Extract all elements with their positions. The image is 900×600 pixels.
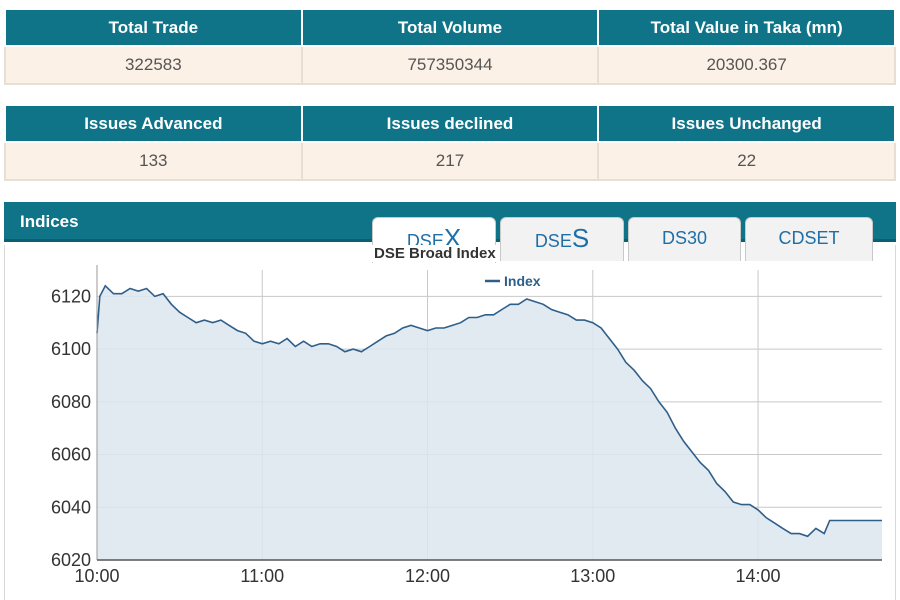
- index-chart-svg: 6020 6040 6060 6080 6100 6120 10:00 11:00 12:00 1…: [51, 265, 882, 586]
- y-tick-label: 6080: [51, 392, 91, 412]
- index-area: [97, 285, 882, 560]
- total-trade-value: 322583: [4, 45, 303, 85]
- y-tick-label: 6120: [51, 286, 91, 306]
- y-tick-label: 6060: [51, 445, 91, 465]
- issues-advanced-header: Issues Advanced: [4, 104, 303, 143]
- index-line: [96, 284, 882, 538]
- x-tick-label: 12:00: [405, 566, 450, 586]
- y-tick-label: 6020: [51, 550, 91, 570]
- y-tick-label: 6100: [51, 339, 91, 359]
- issues-unchanged-header: Issues Unchanged: [597, 104, 896, 143]
- x-tick-label: 10:00: [74, 566, 119, 586]
- issues-declined-value: 217: [300, 141, 600, 181]
- tab-dses-prefix: DSE: [534, 231, 572, 251]
- legend-label: Index: [504, 273, 541, 289]
- total-volume-header: Total Volume: [300, 8, 600, 47]
- issues-summary-table: Issues Advanced Issues declined Issues U…: [4, 104, 896, 181]
- index-chart: 6020 6040 6060 6080 6100 6120 10:00 11:00 12:00 1…: [4, 245, 896, 600]
- tab-ds30[interactable]: DS30: [628, 217, 741, 261]
- issues-unchanged-value: 22: [597, 141, 896, 181]
- tab-dses-suffix: S: [571, 223, 590, 253]
- total-value-header: Total Value in Taka (mn): [597, 8, 896, 47]
- tab-ds30-label: DS30: [661, 228, 708, 248]
- y-tick-label: 6040: [51, 497, 91, 517]
- total-trade-header: Total Trade: [4, 8, 303, 47]
- issues-advanced-value: 133: [4, 141, 303, 181]
- tab-cdset-label: CDSET: [778, 228, 840, 248]
- tab-cdset[interactable]: CDSET: [745, 217, 873, 261]
- tab-dses[interactable]: DSES: [500, 217, 624, 261]
- indices-title: Indices: [20, 212, 79, 231]
- total-value-value: 20300.367: [597, 45, 896, 85]
- trade-summary-table: Total Trade Total Volume Total Value in …: [4, 8, 896, 85]
- issues-declined-header: Issues declined: [300, 104, 600, 143]
- x-tick-label: 14:00: [736, 566, 781, 586]
- total-volume-value: 757350344: [300, 45, 600, 85]
- x-tick-label: 13:00: [570, 566, 615, 586]
- chart-title: DSE Broad Index: [372, 245, 498, 262]
- x-tick-label: 11:00: [240, 566, 284, 586]
